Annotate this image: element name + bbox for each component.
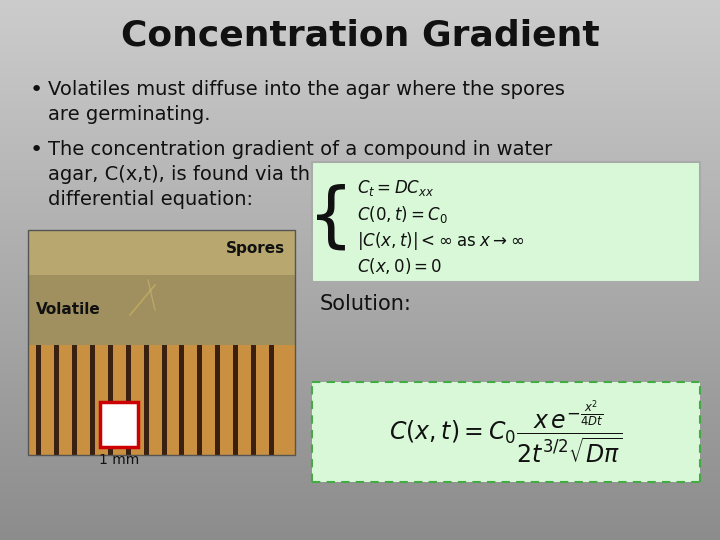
- Bar: [251, 345, 256, 455]
- Text: $\left\{\ \right.$: $\left\{\ \right.$: [307, 183, 346, 253]
- Bar: [312, 162, 700, 282]
- Text: $C(x,t) = C_0\dfrac{x\,e^{-\frac{x^2}{4Dt}}}{2t^{3/2}\sqrt{D\pi}}$: $C(x,t) = C_0\dfrac{x\,e^{-\frac{x^2}{4D…: [389, 398, 623, 466]
- Bar: [161, 345, 166, 455]
- Text: $C(0,t) = C_0$: $C(0,t) = C_0$: [357, 204, 448, 225]
- Bar: [126, 345, 130, 455]
- Bar: [108, 345, 113, 455]
- Text: Solution:: Solution:: [320, 294, 412, 314]
- Bar: [28, 275, 295, 345]
- Bar: [269, 345, 274, 455]
- Bar: [90, 345, 95, 455]
- Bar: [54, 345, 59, 455]
- Bar: [197, 345, 202, 455]
- Bar: [233, 345, 238, 455]
- Bar: [28, 230, 295, 455]
- Text: $C_t = DC_{xx}$: $C_t = DC_{xx}$: [357, 178, 434, 198]
- Bar: [28, 230, 295, 275]
- Text: $C(x,0) = 0$: $C(x,0) = 0$: [357, 256, 442, 276]
- Text: Concentration Gradient: Concentration Gradient: [121, 18, 599, 52]
- Text: Spores: Spores: [226, 240, 285, 255]
- Bar: [143, 345, 148, 455]
- Bar: [72, 345, 77, 455]
- Text: The concentration gradient of a compound in water
agar, C(x,t), is found via the: The concentration gradient of a compound…: [48, 140, 552, 209]
- Text: Volatiles must diffuse into the agar where the spores
are germinating.: Volatiles must diffuse into the agar whe…: [48, 80, 565, 124]
- Bar: [312, 382, 700, 482]
- Text: •: •: [30, 140, 43, 160]
- Text: •: •: [30, 80, 43, 100]
- Bar: [100, 402, 138, 447]
- Text: Volatile: Volatile: [36, 302, 101, 318]
- Bar: [179, 345, 184, 455]
- Text: 1 mm: 1 mm: [99, 453, 139, 467]
- Bar: [28, 345, 295, 455]
- Bar: [36, 345, 41, 455]
- Text: $|C(x,t)| < \infty \; \mathrm{as} \; x \rightarrow \infty$: $|C(x,t)| < \infty \; \mathrm{as} \; x \…: [357, 230, 524, 252]
- Bar: [215, 345, 220, 455]
